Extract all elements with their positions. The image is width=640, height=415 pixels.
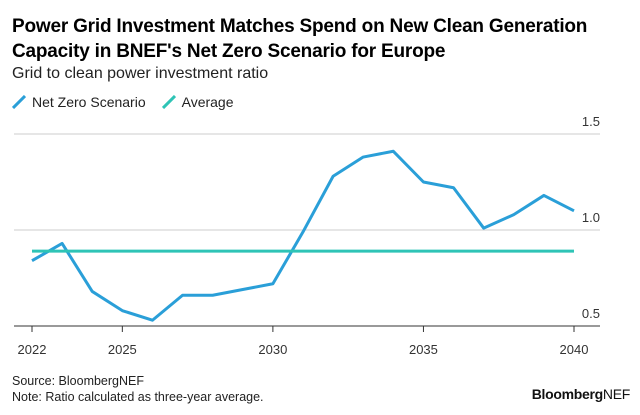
- y-tick-label-1.5: 1.5: [582, 114, 600, 129]
- chart-title: Power Grid Investment Matches Spend on N…: [12, 16, 588, 62]
- brand-logo: BloombergNEF: [531, 386, 631, 402]
- x-tick-label-2035: 2035: [409, 342, 438, 357]
- series-line-net-zero-scenario: [31, 149, 575, 322]
- x-tick-label-2040: 2040: [560, 342, 589, 357]
- note-text: Note: Ratio calculated as three-year ave…: [12, 390, 264, 404]
- brand-light: NEF: [602, 386, 630, 402]
- chart-subtitle: Grid to clean power investment ratio: [12, 65, 269, 82]
- legend-swatch-average: [161, 95, 176, 109]
- legend-label-average: Average: [181, 94, 234, 110]
- legend-swatch-net-zero: [12, 95, 26, 109]
- legend-item-net-zero: Net Zero Scenario: [12, 94, 146, 110]
- x-tick-label-2030: 2030: [258, 342, 287, 357]
- legend: Net Zero Scenario Average: [12, 94, 234, 110]
- legend-item-average: Average: [161, 94, 234, 110]
- source-text: Source: BloombergNEF: [12, 374, 145, 388]
- y-tick-label-0.5: 0.5: [582, 306, 600, 321]
- legend-label-net-zero: Net Zero Scenario: [32, 94, 146, 110]
- y-tick-label-1.0: 1.0: [582, 210, 600, 225]
- x-tick-label-2025: 2025: [108, 342, 137, 357]
- brand-bold: Bloomberg: [531, 386, 604, 402]
- x-tick-label-2022: 2022: [18, 342, 47, 357]
